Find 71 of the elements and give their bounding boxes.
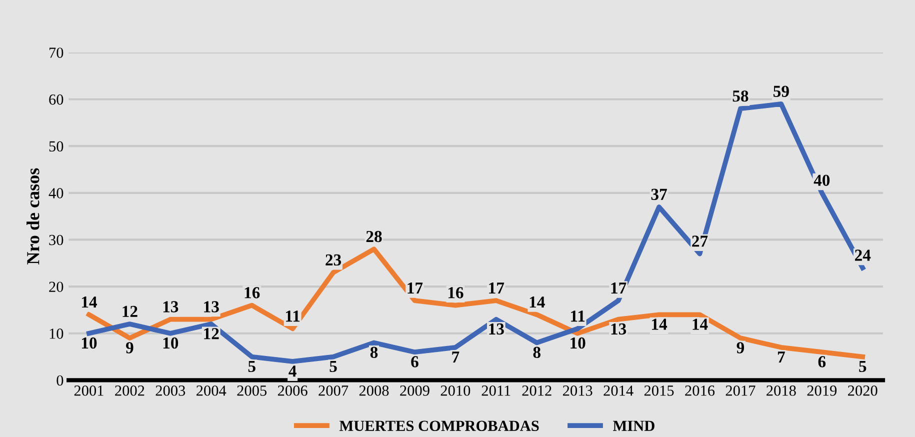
x-tick-label: 2013 [562,385,592,396]
x-tick-label: 2004 [196,385,226,396]
x-tick-label: 2002 [115,385,144,396]
data-label: 16 [244,287,260,298]
data-label: 11 [571,310,585,322]
data-label: 58 [732,90,748,102]
data-label: 7 [778,352,785,363]
data-label: 40 [814,174,830,186]
data-label: 8 [370,346,378,358]
x-tick-label: 2005 [237,385,267,396]
x-tick-label: 2001 [74,385,104,396]
y-tick-label: 70 [49,48,64,58]
x-tick-label: 2006 [278,385,308,396]
data-label: 14 [692,318,708,330]
data-label: 9 [126,342,134,354]
data-label: 10 [570,337,586,349]
data-label: 59 [774,86,789,98]
data-label: 9 [736,342,744,354]
data-label: 37 [651,188,667,200]
x-tick-label: 2014 [604,385,634,396]
data-label: 24 [854,250,871,261]
data-label: 7 [452,352,460,363]
data-label: 16 [448,287,464,298]
data-label: 5 [248,360,256,372]
data-label: 6 [411,356,418,368]
data-label: 17 [408,282,423,294]
x-tick-label: 2010 [440,385,470,396]
data-label: 8 [533,346,540,358]
x-tick-label: 2009 [400,385,430,396]
data-label: 5 [330,360,337,372]
x-tick-label: 2003 [156,385,186,396]
data-label: 17 [489,282,504,294]
data-label: 27 [692,236,708,247]
data-label: 13 [611,323,626,335]
y-axis-title: Nro de casos [26,168,40,264]
x-tick-label: 2015 [644,385,674,396]
data-label: 13 [489,323,504,335]
y-tick-label: 0 [56,375,64,386]
x-tick-label: 2016 [685,385,715,396]
data-label: 10 [82,337,97,349]
data-label: 17 [611,282,626,294]
y-tick-label: 40 [48,188,64,198]
data-label: 14 [82,296,98,308]
x-tick-label: 2011 [482,385,510,396]
x-tick-label: 2012 [522,385,552,396]
x-tick-label: 2007 [318,385,348,396]
y-tick-label: 20 [49,282,64,292]
data-label: 6 [818,356,826,368]
y-tick-label: 60 [49,94,64,105]
legend-label: MIND [613,420,654,431]
x-tick-label: 2020 [848,385,878,396]
legend-label: MUERTES COMPROBADAS [339,420,539,432]
data-label: 12 [122,306,138,317]
data-label: 13 [204,301,219,312]
data-label: 13 [163,301,178,312]
data-label: 28 [366,230,382,242]
x-tick-label: 2017 [726,385,756,396]
y-tick-label: 30 [49,234,64,246]
x-tick-label: 2019 [807,385,837,396]
y-tick-label: 50 [49,141,64,152]
x-tick-label: 2008 [359,385,389,396]
data-label: 11 [286,310,300,322]
data-label: 10 [163,337,178,349]
x-tick-label: 2018 [766,385,796,396]
data-label: 23 [326,254,342,266]
y-tick-label: 10 [50,328,64,339]
data-label: 5 [859,360,866,372]
data-label: 14 [530,296,545,308]
data-label: 4 [288,366,296,377]
data-label: 14 [652,318,668,330]
data-label: 12 [204,328,219,340]
